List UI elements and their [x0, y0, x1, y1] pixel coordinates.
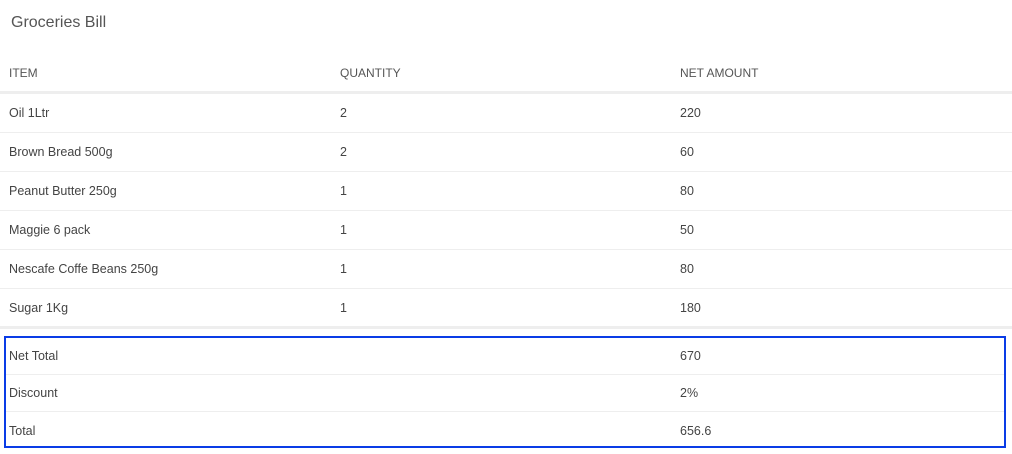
- item-cell: Sugar 1Kg: [9, 300, 69, 315]
- summary-section: Net Total 670 Discount 2% Total 656.6: [4, 336, 1006, 448]
- quantity-cell: 2: [340, 145, 347, 159]
- summary-value: 2%: [680, 386, 699, 400]
- summary-label: Total: [9, 423, 36, 438]
- table-row: Oil 1Ltr 2 220: [0, 94, 1012, 133]
- net-amount-cell: 80: [680, 184, 694, 198]
- column-header-quantity[interactable]: QUANTITY: [340, 65, 401, 80]
- quantity-cell: 1: [340, 184, 347, 198]
- item-cell: Peanut Butter 250g: [9, 184, 117, 198]
- table-row: Maggie 6 pack 1 50: [0, 211, 1012, 250]
- column-header-item[interactable]: ITEM: [9, 65, 38, 80]
- summary-row-discount: Discount 2%: [6, 375, 1004, 412]
- summary-label: Net Total: [9, 349, 59, 363]
- item-cell: Brown Bread 500g: [9, 145, 113, 159]
- quantity-cell: 1: [340, 300, 347, 315]
- item-cell: Maggie 6 pack: [9, 223, 91, 237]
- net-amount-cell: 220: [680, 106, 701, 120]
- table-row: Peanut Butter 250g 1 80: [0, 172, 1012, 211]
- quantity-cell: 1: [340, 223, 347, 237]
- table-row: Brown Bread 500g 2 60: [0, 133, 1012, 172]
- net-amount-cell: 60: [680, 145, 694, 159]
- summary-value: 670: [680, 349, 701, 363]
- table-header: ITEM QUANTITY NET AMOUNT: [0, 54, 1012, 94]
- net-amount-cell: 180: [680, 300, 701, 315]
- page-title: Groceries Bill: [11, 14, 107, 31]
- summary-row-net-total: Net Total 670: [6, 338, 1004, 375]
- table-row: Nescafe Coffe Beans 250g 1 80: [0, 250, 1012, 289]
- column-header-net-amount[interactable]: NET AMOUNT: [680, 65, 759, 80]
- table-row: Sugar 1Kg 1 180: [0, 289, 1012, 329]
- summary-row-total: Total 656.6: [6, 412, 1004, 449]
- quantity-cell: 1: [340, 262, 347, 276]
- net-amount-cell: 80: [680, 262, 694, 276]
- item-cell: Oil 1Ltr: [9, 106, 50, 120]
- summary-value: 656.6: [680, 423, 712, 438]
- summary-label: Discount: [9, 386, 58, 400]
- net-amount-cell: 50: [680, 223, 694, 237]
- item-cell: Nescafe Coffe Beans 250g: [9, 262, 159, 276]
- quantity-cell: 2: [340, 106, 347, 120]
